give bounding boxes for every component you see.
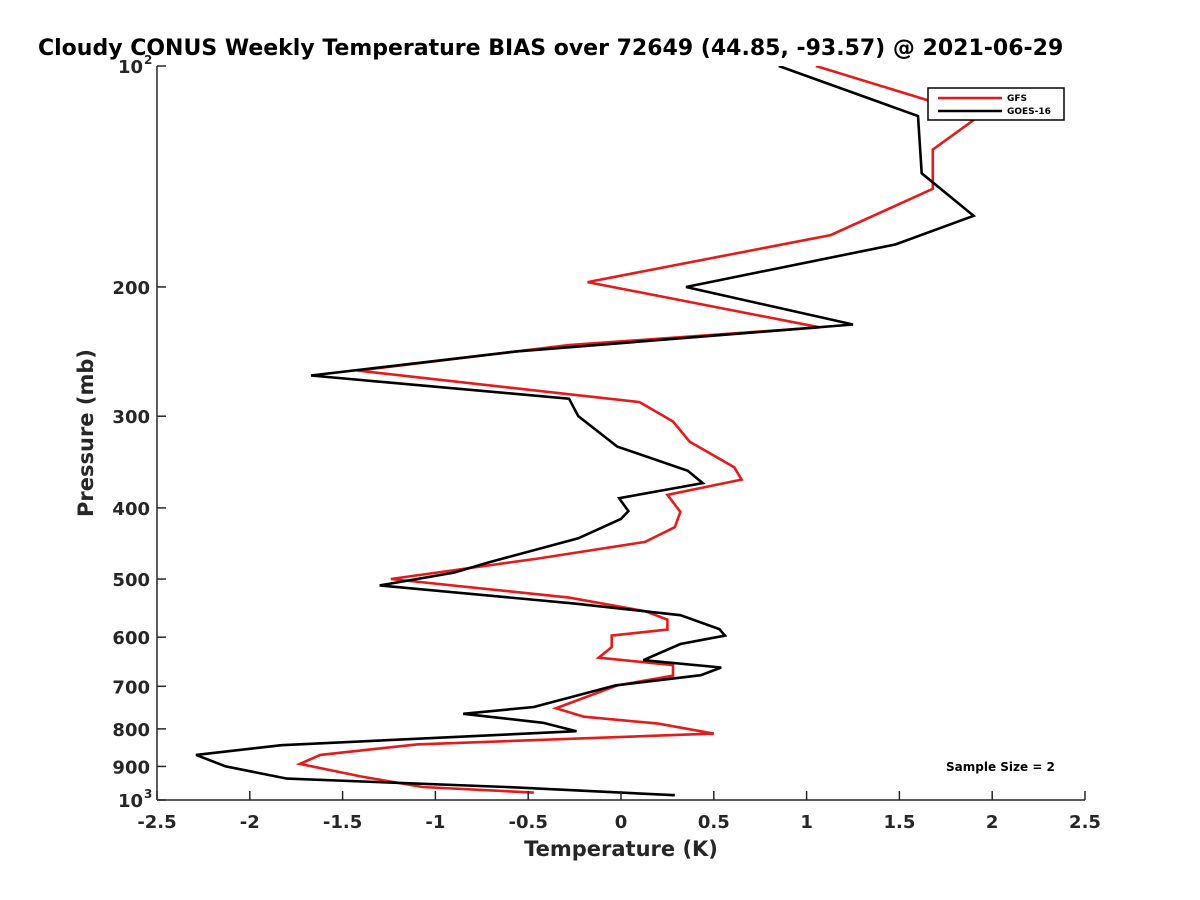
x-tick-label: 1	[800, 812, 813, 833]
legend-label: GFS	[1007, 94, 1027, 104]
chart-title: Cloudy CONUS Weekly Temperature BIAS ove…	[38, 36, 1063, 61]
x-tick-label: -2	[240, 812, 260, 833]
y-tick-label: 900	[112, 757, 150, 778]
x-tick-label: -2.5	[137, 812, 176, 833]
y-tick-label: 200	[112, 278, 150, 299]
legend: GFS GOES-16	[927, 87, 1065, 121]
x-tick-label: 2.5	[1069, 812, 1101, 833]
sample-size-annotation: Sample Size = 2	[946, 760, 1055, 774]
y-tick-label: 800	[112, 720, 150, 741]
x-tick-label: -1	[425, 812, 445, 833]
x-tick-label: -0.5	[509, 812, 548, 833]
legend-items: GFS GOES-16	[938, 94, 1051, 117]
y-tick-label: 500	[112, 570, 150, 591]
x-tick-label: 1.5	[883, 812, 915, 833]
x-tick-label: 2	[986, 812, 999, 833]
x-tick-label: 0	[615, 812, 628, 833]
x-tick-label: 0.5	[698, 812, 730, 833]
legend-label: GOES-16	[1007, 107, 1051, 117]
x-ticks: -2.5 -2 -1.5 -1 -0.5 0 0.5 1 1.5 2 2.5	[137, 791, 1101, 833]
y-tick-label: 700	[112, 677, 150, 698]
y-tick-label: 10	[118, 791, 143, 812]
y-tick-exponent: 2	[144, 53, 152, 67]
y-axis-label: Pressure (mb)	[74, 349, 98, 517]
x-axis-label: Temperature (K)	[524, 837, 718, 861]
series-line-goes-16	[195, 66, 977, 797]
series-layer	[195, 66, 983, 797]
y-tick-label: 300	[112, 407, 150, 428]
y-tick-label: 400	[112, 499, 150, 520]
x-tick-label: -1.5	[323, 812, 362, 833]
y-tick-exponent: 3	[144, 787, 152, 801]
y-tick-label: 10	[118, 57, 143, 78]
legend-box	[927, 87, 1065, 121]
y-tick-label: 600	[112, 628, 150, 649]
